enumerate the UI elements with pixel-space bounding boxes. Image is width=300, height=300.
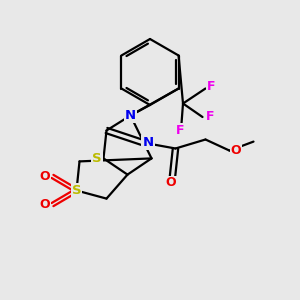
Text: O: O	[40, 170, 50, 183]
Text: F: F	[176, 124, 184, 137]
Text: N: N	[125, 109, 136, 122]
Text: O: O	[231, 144, 242, 157]
Text: S: S	[92, 152, 102, 165]
Text: N: N	[142, 136, 154, 149]
Text: O: O	[166, 176, 176, 190]
Text: F: F	[206, 110, 214, 124]
Text: F: F	[207, 80, 216, 94]
Text: O: O	[40, 198, 50, 211]
Text: S: S	[72, 184, 81, 197]
